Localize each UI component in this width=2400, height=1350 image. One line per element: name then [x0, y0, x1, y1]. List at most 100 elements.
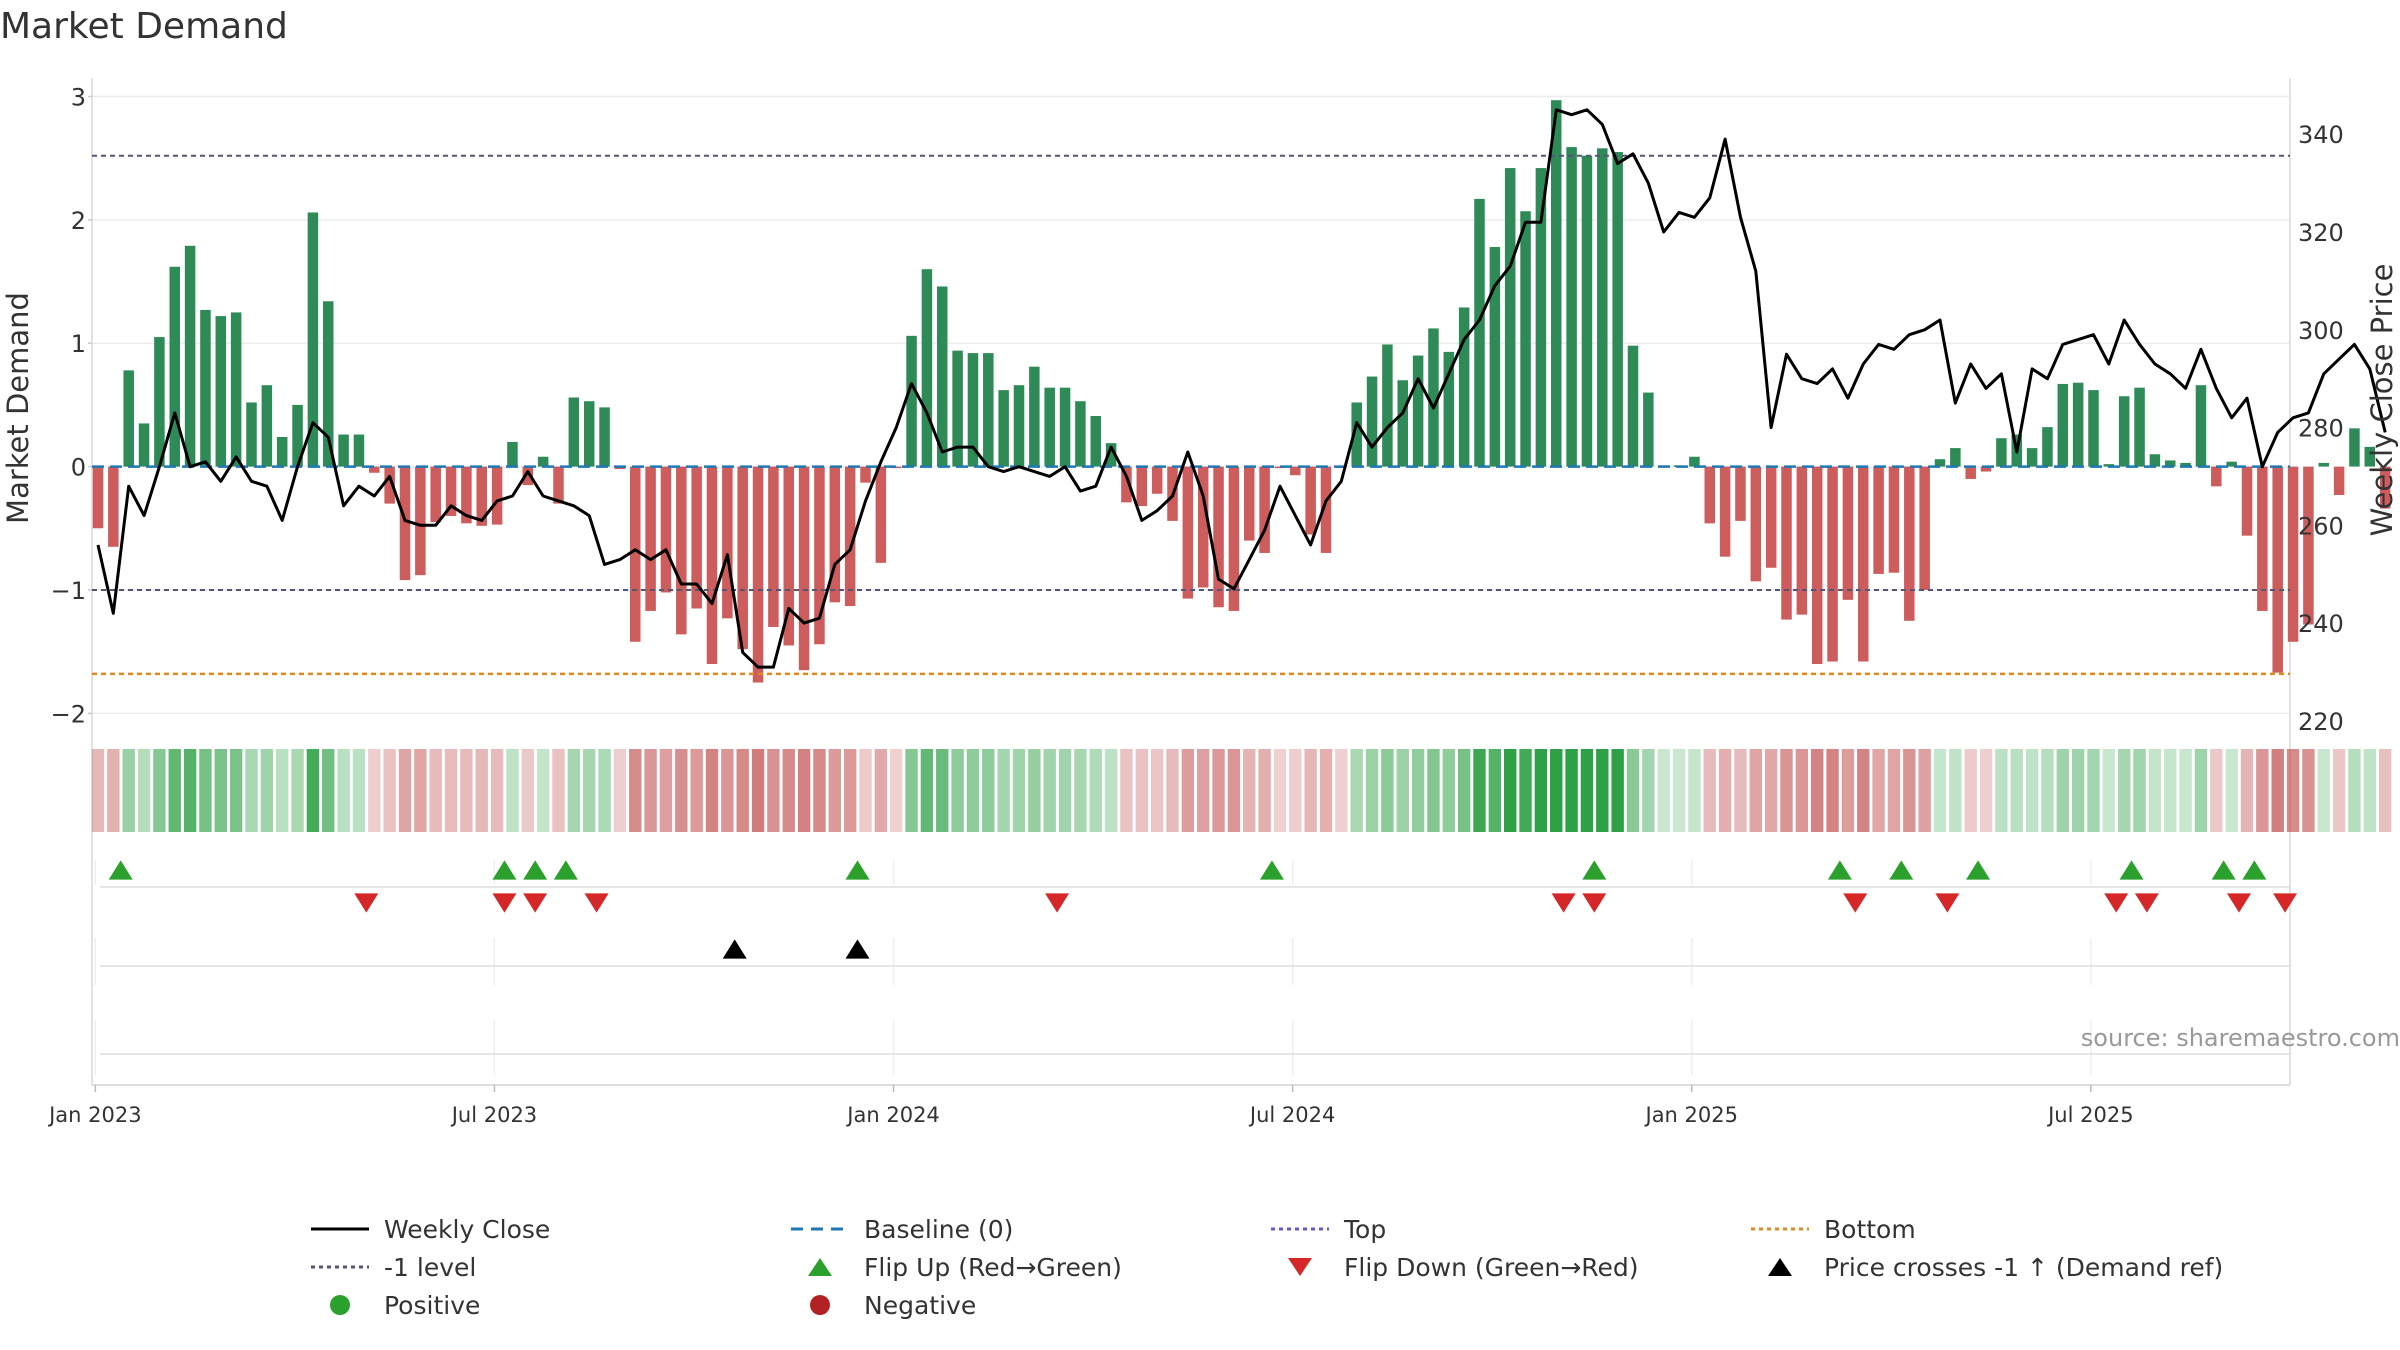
demand-bar: [2057, 383, 2069, 467]
demand-bar: [1566, 147, 1577, 467]
strip-cell: [2348, 749, 2361, 832]
demand-bar: [583, 401, 595, 467]
strip-cell: [2179, 749, 2192, 832]
demand-bar: [1290, 466, 1301, 476]
strip-cell: [337, 749, 350, 832]
strip-cell: [2041, 749, 2054, 832]
strip-cell: [936, 749, 949, 832]
demand-bar: [2165, 460, 2176, 467]
flip-down-marker: [2104, 893, 2129, 913]
strip-cell: [782, 749, 795, 832]
y-right-tick-label: 320: [2298, 219, 2344, 247]
strip-cell: [567, 749, 581, 832]
strip-cell: [2302, 749, 2315, 832]
strip-cell: [1258, 749, 1271, 832]
strip-cell: [1166, 749, 1179, 832]
demand-bar: [1044, 387, 1055, 467]
legend-label: Weekly Close: [384, 1214, 551, 1244]
demand-bar: [752, 466, 764, 683]
strip-cell: [2164, 749, 2177, 832]
strip-cell: [1319, 749, 1333, 832]
legend-item: Flip Up (Red→Green): [780, 1248, 1260, 1286]
strip-cell: [260, 749, 274, 832]
strip-cell: [1104, 749, 1118, 832]
flip-down-marker: [584, 893, 609, 913]
strip-cell: [843, 749, 857, 832]
strip-cell: [1580, 749, 1594, 832]
x-tick-label: Jan 2025: [1644, 1103, 1739, 1127]
flip-up-marker: [523, 860, 548, 880]
strip-cell: [1918, 749, 1931, 832]
demand-bar: [1182, 466, 1194, 599]
demand-bar: [307, 212, 319, 467]
strip-cell: [276, 749, 289, 832]
strip-cell: [1227, 749, 1241, 832]
strip-cell: [1995, 749, 2008, 832]
strip-cell: [1289, 749, 1302, 832]
strip-cell: [291, 749, 304, 832]
demand-bar: [660, 466, 672, 593]
legend-item: Flip Down (Green→Red): [1260, 1248, 1740, 1286]
price-cross-marker: [722, 939, 747, 959]
demand-bar: [200, 309, 211, 467]
demand-bar: [952, 350, 963, 467]
demand-bar: [1013, 385, 1025, 467]
demand-bar: [599, 407, 610, 467]
legend-item: Top: [1260, 1210, 1740, 1248]
strip-cell: [828, 749, 841, 832]
demand-bar: [1904, 466, 1915, 621]
demand-bar: [2072, 382, 2084, 467]
strip-cell: [1120, 749, 1133, 832]
demand-bar: [967, 353, 979, 467]
strip-cell: [1135, 749, 1148, 832]
x-tick-label: Jan 2024: [845, 1103, 940, 1127]
y-right-tick-label: 220: [2298, 708, 2344, 736]
legend-symbol-icon: [780, 1290, 860, 1320]
strip-cell: [2256, 749, 2269, 832]
strip-cell: [1519, 749, 1532, 832]
demand-bar: [1627, 345, 1639, 467]
y-tick-label: 3: [71, 84, 86, 112]
strip-cell: [383, 749, 396, 832]
strip-cell: [306, 749, 320, 832]
demand-bar: [1151, 466, 1163, 494]
strip-cell: [1749, 749, 1762, 832]
strip-cell: [1273, 749, 1287, 832]
demand-bar: [1581, 155, 1593, 467]
demand-bar: [1029, 366, 1040, 467]
strip-cell: [2148, 749, 2162, 832]
strip-cell: [1012, 749, 1026, 832]
flip-up-marker: [553, 860, 578, 880]
y-tick-label: 1: [71, 330, 86, 358]
strip-cell: [583, 749, 596, 832]
price-line: [96, 108, 2387, 669]
strip-cell: [1841, 749, 1855, 832]
demand-bar: [491, 466, 503, 525]
demand-bar: [2287, 466, 2299, 642]
strip-cell: [1642, 749, 1655, 832]
strip-cell: [951, 749, 964, 832]
strip-cell: [352, 749, 366, 832]
strip-cell: [2332, 749, 2346, 832]
strip-cell: [1365, 749, 1379, 832]
demand-bar: [2226, 461, 2237, 467]
flip-down-marker: [2227, 893, 2251, 913]
strip-cell: [1979, 749, 1993, 832]
demand-bar: [169, 266, 180, 467]
strip-cell: [2317, 749, 2330, 832]
y-right-tick-label: 240: [2298, 610, 2344, 638]
strip-cell: [1197, 749, 1210, 832]
strip-cell: [183, 749, 197, 832]
flip-up-marker: [2211, 860, 2236, 880]
demand-bar: [2149, 454, 2161, 467]
demand-bar: [2333, 466, 2345, 495]
strip-cell: [1473, 749, 1486, 832]
strip-cell: [1903, 749, 1916, 832]
strip-cell: [1872, 749, 1885, 832]
demand-bar: [921, 269, 933, 467]
strip-cell: [2210, 749, 2223, 832]
legend-label: Top: [1344, 1214, 1387, 1244]
demand-bar: [1458, 307, 1470, 467]
strip-cell: [1949, 749, 1962, 832]
flip-down-marker: [354, 893, 379, 913]
